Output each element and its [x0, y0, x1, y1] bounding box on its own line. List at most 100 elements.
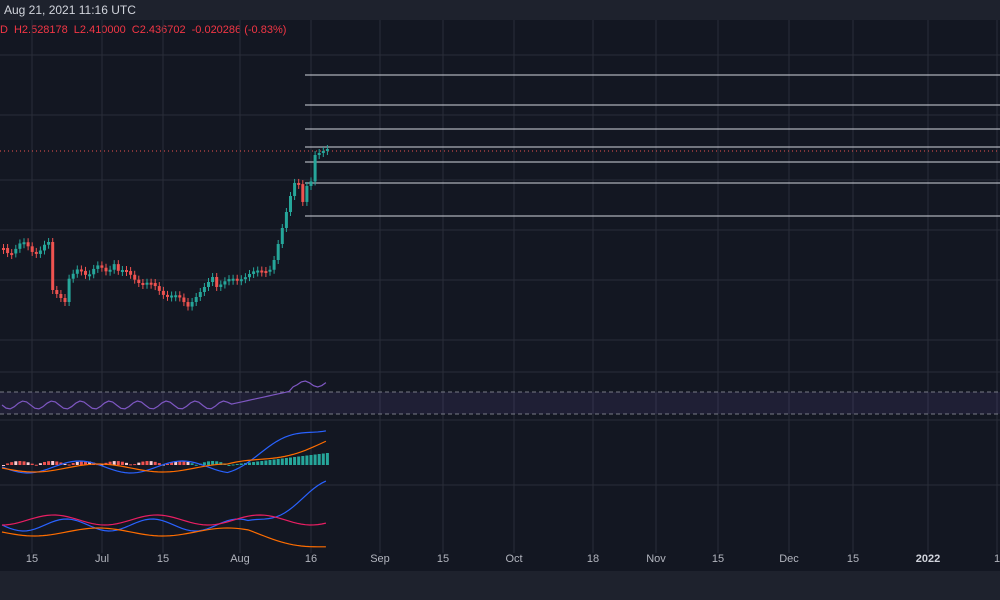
macd-histogram-bar	[227, 464, 231, 466]
macd-histogram-bar	[313, 454, 317, 465]
candle-body	[43, 244, 46, 251]
candle-body	[194, 297, 198, 302]
time-axis-label: Dec	[779, 553, 799, 565]
ohlc-prefix: D	[0, 24, 8, 36]
candle-body	[2, 248, 5, 250]
candle-body	[248, 273, 251, 278]
candle-body	[6, 248, 10, 254]
candle-body	[133, 274, 137, 280]
candle-body	[313, 155, 317, 182]
ohlc-legend: D H2.528178 L2.410000 C2.436702 -0.02028…	[0, 24, 286, 36]
macd-histogram-bar	[145, 461, 149, 465]
candle-body	[153, 283, 157, 287]
candle-body	[47, 242, 51, 245]
candle-body	[243, 277, 247, 280]
time-axis-label: 18	[586, 553, 600, 565]
candle-body	[88, 274, 92, 277]
candle-body	[112, 264, 116, 270]
macd-histogram-bar	[215, 461, 219, 465]
macd-histogram-bar	[18, 461, 22, 465]
macd-histogram-bar	[325, 453, 329, 465]
candle-body	[59, 294, 63, 298]
macd-histogram-bar	[186, 461, 190, 465]
candle-body	[202, 287, 206, 292]
candle-body	[71, 273, 75, 279]
macd-histogram-bar	[219, 462, 223, 465]
macd-line	[1, 430, 326, 474]
macd-histogram-bar	[153, 461, 157, 465]
adx-line	[1, 514, 327, 526]
macd-histogram-bar	[182, 461, 186, 465]
macd-histogram-bar	[133, 464, 137, 466]
macd-histogram-bar	[67, 464, 71, 466]
macd-histogram-bar	[6, 463, 10, 465]
time-axis-label: Jul	[94, 553, 110, 565]
macd-histogram-bar	[120, 461, 124, 465]
macd-histogram-bar	[321, 453, 325, 465]
macd-histogram-bar	[137, 462, 141, 465]
macd-histogram-bar	[166, 463, 169, 465]
time-axis-label: Sep	[370, 553, 390, 565]
candle-body	[96, 265, 100, 269]
macd-histogram-bar	[125, 462, 128, 465]
time-axis: 15 Jul 15 Aug 16 Sep 15 Oct 18 Nov 15 Dec 15 2022 1	[0, 553, 1000, 571]
macd-histogram-bar	[194, 464, 198, 466]
macd-histogram-bar	[34, 464, 38, 466]
macd-histogram-bar	[284, 458, 288, 465]
macd-histogram-bar	[239, 463, 243, 465]
candle-body	[120, 270, 124, 273]
macd-histogram-bar	[141, 461, 145, 465]
macd-histogram-bar	[301, 456, 305, 465]
macd-histogram-bar	[264, 460, 268, 465]
macd-histogram-bar	[2, 465, 5, 466]
candle-body	[321, 151, 325, 153]
candle-body	[22, 242, 26, 245]
candle-body	[174, 295, 178, 298]
macd-histogram-bar	[252, 462, 256, 465]
dmi-panel	[1, 480, 327, 548]
candle-body	[280, 228, 284, 244]
signal-line	[1, 440, 327, 473]
rsi-band	[0, 392, 1000, 414]
candle-body	[223, 281, 227, 285]
candle-body	[186, 302, 190, 307]
macd-histogram-bar	[75, 461, 79, 465]
macd-histogram-bar	[116, 461, 120, 465]
candle-body	[215, 277, 219, 287]
candle-body	[10, 253, 14, 256]
macd-histogram-bar	[248, 462, 251, 465]
candle-body	[84, 270, 87, 275]
candle-body	[182, 297, 186, 303]
macd-histogram-bar	[190, 463, 194, 465]
candle-body	[30, 246, 34, 252]
macd-histogram-bar	[55, 461, 59, 465]
candle-body	[256, 270, 260, 273]
candle-body	[239, 279, 243, 282]
macd-histogram-bar	[88, 461, 92, 465]
price-chart[interactable]	[0, 20, 1000, 553]
macd-histogram-bar	[43, 461, 46, 465]
time-axis-label: Nov	[646, 553, 666, 565]
candle-body	[141, 282, 145, 285]
candle-body	[231, 278, 235, 281]
macd-histogram-bar	[38, 463, 42, 465]
candle-body	[198, 292, 202, 297]
macd-histogram-bar	[260, 461, 264, 465]
candle-body	[276, 244, 280, 260]
candle-body	[297, 182, 301, 185]
macd-histogram-bar	[231, 464, 235, 466]
candle-body	[55, 290, 59, 294]
candle-body	[166, 294, 169, 297]
candle-body	[219, 284, 223, 287]
macd-histogram-bar	[149, 461, 153, 465]
candle-body	[67, 278, 71, 302]
macd-histogram-bar	[309, 455, 313, 465]
candle-body	[149, 282, 153, 285]
candle-body	[26, 242, 30, 247]
candle-body	[305, 185, 309, 202]
candle-body	[145, 282, 149, 285]
macd-histogram-bar	[178, 461, 182, 465]
macd-histogram-bar	[293, 457, 297, 465]
candle-body	[325, 149, 329, 151]
macd-histogram-bar	[51, 461, 55, 465]
